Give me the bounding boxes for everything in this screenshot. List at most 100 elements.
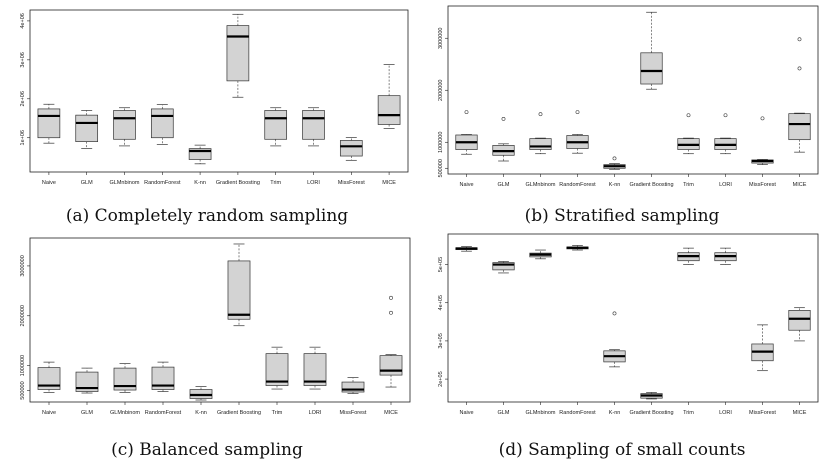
y-tick-label: 1000000 [20,355,26,376]
x-tick-label: MissForest [340,410,367,416]
iqr-box [75,114,99,142]
x-tick-label: RandomForest [559,410,596,416]
iqr-box [492,262,515,271]
x-tick-label: MissForest [338,180,365,186]
iqr-box [303,353,327,386]
plot-frame [29,237,411,403]
y-tick-label: 500000 [438,159,444,177]
x-tick-label: GLM [81,410,93,416]
x-tick-label: LORI [307,180,320,186]
iqr-box [339,140,363,157]
y-tick-label: 4e+05 [438,295,444,310]
x-tick-label: MissForest [749,410,776,416]
outlier-point [723,113,728,118]
x-tick-label: Gradient Boosting [216,180,260,186]
boxplot-missforest [341,377,365,394]
x-tick-label: MICE [384,410,398,416]
boxplot-randomforest [566,245,589,251]
y-tick-label: 500000 [20,381,26,399]
y-tick-label: 2e+06 [20,91,26,106]
boxplot-naive [455,246,478,252]
x-tick-label: GLMnbinom [526,182,556,188]
y-tick-label: 2e+05 [438,371,444,386]
boxplot-gradient-boosting [640,392,663,400]
outlier-point [797,37,802,42]
outlier-point [760,116,765,121]
x-tick-label: RandomForest [144,180,181,186]
x-tick-label: K-nn [194,180,206,186]
x-tick-label: LORI [719,410,732,416]
boxplot-missforest [751,116,774,165]
plot-frame [29,9,409,173]
boxplot-gradient-boosting [640,11,663,90]
boxplot-mice [379,295,403,388]
panel-d: 2e+05 3e+05 4e+05 5e+05 Naive GLM GLMnbinom Ran… [438,233,819,416]
outlier-point [575,110,580,115]
x-tick-label: RandomForest [145,410,182,416]
x-tick-label: K-nn [195,410,207,416]
boxplot-randomforest [151,361,175,392]
outlier-point [389,295,393,300]
x-tick-label: K-nn [609,182,621,188]
boxplot-lori [714,113,737,155]
boxplot-mice [788,37,811,153]
y-tick-label: 3000000 [20,255,26,276]
iqr-box [226,25,250,82]
y-tick-label: 2000000 [20,305,26,326]
iqr-box [379,355,403,376]
boxplot-glm [75,110,99,149]
boxplot-k-nn [603,311,626,368]
boxplot-lori [302,107,325,147]
x-tick-label: GLMnbinom [110,410,140,416]
boxplot-k-nn [603,156,626,170]
iqr-box [640,52,663,85]
panel-b: 500000 1000000 2000000 3000000 Naive GLM GLMnb… [438,5,819,188]
iqr-box [37,367,61,390]
iqr-box [788,310,811,331]
x-tick-label: Trim [683,410,694,416]
x-tick-label: GLM [81,180,93,186]
iqr-box [75,371,99,392]
x-tick-label: Naive [459,182,473,188]
caption-b: (b) Stratified sampling [525,206,720,226]
outlier-point [797,66,802,71]
iqr-box [150,108,174,139]
x-tick-label: GLM [498,410,510,416]
y-tick-label: 3000000 [438,28,444,49]
x-tick-label: LORI [309,410,322,416]
x-tick-label: GLM [498,182,510,188]
x-tick-label: Naive [42,180,56,186]
boxplot-missforest [751,324,774,372]
boxplot-glm [492,116,515,162]
x-tick-label: GLMnbinom [110,180,140,186]
boxplot-mice [788,307,811,342]
y-tick-label: 2000000 [438,80,444,101]
y-tick-label: 3e+05 [438,333,444,348]
outlier-point [612,311,617,316]
y-tick-label: 1000000 [438,132,444,153]
caption-d: (d) Sampling of small counts [499,440,746,460]
x-tick-label: MICE [793,182,807,188]
outlier-point [389,310,393,315]
panel-c: 500000 1000000 2000000 3000000 Naive GLM GLMnb… [20,237,411,416]
x-tick-label: Gradient Boosting [629,410,673,416]
boxplot-lori [714,247,737,265]
plot-frame [447,233,819,403]
y-tick-label: 1e+06 [20,130,26,145]
outlier-point [612,156,617,161]
outlier-point [501,116,506,121]
x-tick-label: Trim [272,410,283,416]
caption-c: (c) Balanced sampling [111,440,303,460]
x-tick-label: MICE [793,410,807,416]
boxplot-gradient-boosting [226,13,250,98]
boxplot-k-nn [188,144,212,165]
iqr-box [188,148,212,160]
x-tick-label: Gradient Boosting [217,410,261,416]
boxplot-glm [75,367,99,394]
boxplot-lori [303,346,327,390]
y-tick-label: 3e+06 [20,52,26,67]
x-tick-label: Naive [459,410,473,416]
outlier-point [686,113,691,118]
boxplot-randomforest [150,104,174,145]
